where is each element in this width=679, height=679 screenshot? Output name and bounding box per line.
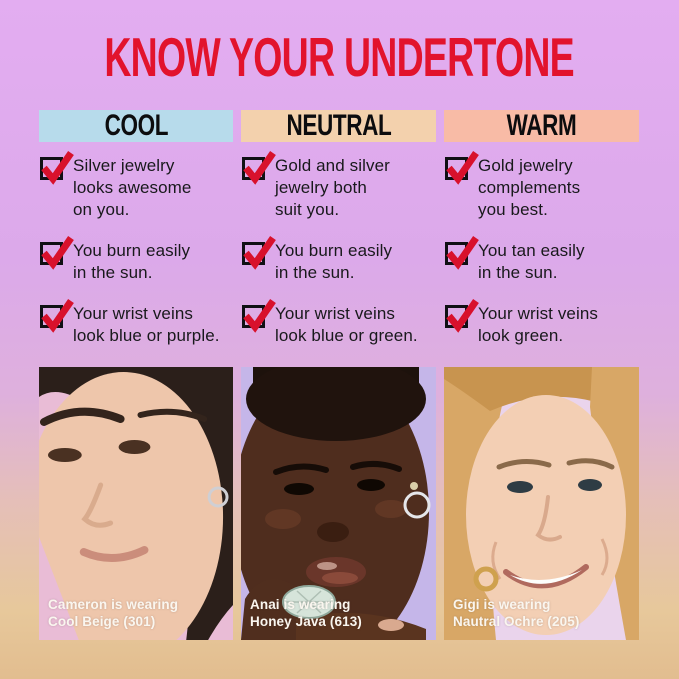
silver-hoop-earring: [403, 491, 431, 519]
checkbox-checked-icon: [445, 236, 479, 270]
checkbox-checked-icon: [242, 236, 276, 270]
checklist-item: You burn easily in the sun.: [242, 236, 436, 284]
silver-hoop-earring: [207, 486, 229, 508]
checkbox-checked-icon: [40, 151, 74, 185]
checklist-item-text: Your wrist veins look blue or green.: [275, 304, 418, 345]
checklist-item: You tan easily in the sun.: [445, 236, 639, 284]
columns-grid: COOL Silver jewelry looks awesome on you…: [39, 109, 639, 640]
photo-caption-cool: Cameron is wearing Cool Beige (301): [48, 597, 179, 629]
checklist-item: Silver jewelry looks awesome on you.: [40, 151, 233, 221]
photo-caption-neutral: Anai is wearing Honey Java (613): [250, 597, 362, 629]
column-warm: WARM Gold jewelry complements you best. …: [444, 109, 639, 640]
column-header-warm: WARM: [444, 109, 639, 142]
model-photo-neutral-illustration: [241, 367, 436, 640]
column-header-cool-label: COOL: [104, 109, 168, 142]
column-header-warm-label: WARM: [506, 109, 577, 142]
checklist-warm: Gold jewelry complements you best. You t…: [444, 142, 639, 367]
checklist-item-text: You tan easily in the sun.: [478, 241, 585, 282]
checklist-item-text: Your wrist veins look blue or purple.: [73, 304, 220, 345]
checkbox-checked-icon: [242, 151, 276, 185]
checklist-item-text: You burn easily in the sun.: [275, 241, 393, 282]
model-photo-neutral: Anai is wearing Honey Java (613): [241, 367, 436, 640]
page-title: KNOW YOUR UNDERTONE: [0, 27, 679, 89]
checklist-item-text: Your wrist veins look green.: [478, 304, 599, 345]
checkbox-checked-icon: [242, 299, 276, 333]
checklist-item-text: Gold jewelry complements you best.: [478, 156, 581, 219]
model-photo-cool: Cameron is wearing Cool Beige (301): [39, 367, 233, 640]
photo-caption-warm: Gigi is wearing Nautral Ochre (205): [453, 597, 580, 629]
column-header-neutral: NEUTRAL: [241, 109, 436, 142]
model-photo-warm: Gigi is wearing Nautral Ochre (205): [444, 367, 639, 640]
checklist-item: Gold jewelry complements you best.: [445, 151, 639, 221]
model-photo-warm-illustration: [444, 367, 639, 640]
checkbox-checked-icon: [40, 236, 74, 270]
checklist-item-text: Silver jewelry looks awesome on you.: [73, 156, 192, 219]
model-photo-cool-illustration: [39, 367, 233, 640]
checklist-item: Your wrist veins look green.: [445, 299, 639, 347]
checklist-item: Gold and silver jewelry both suit you.: [242, 151, 436, 221]
column-header-neutral-label: NEUTRAL: [286, 109, 391, 142]
checklist-item-text: You burn easily in the sun.: [73, 241, 191, 282]
checklist-item: Your wrist veins look blue or green.: [242, 299, 436, 347]
checkbox-checked-icon: [445, 151, 479, 185]
checkbox-checked-icon: [445, 299, 479, 333]
column-header-cool: COOL: [39, 109, 233, 142]
checklist-item: You burn easily in the sun.: [40, 236, 233, 284]
column-neutral: NEUTRAL Gold and silver jewelry both sui…: [241, 109, 436, 640]
gold-hoop-earring: [473, 566, 499, 592]
checklist-item-text: Gold and silver jewelry both suit you.: [275, 156, 390, 219]
checkbox-checked-icon: [40, 299, 74, 333]
page-title-text: KNOW YOUR UNDERTONE: [104, 27, 575, 89]
checklist-cool: Silver jewelry looks awesome on you. You…: [39, 142, 233, 367]
checklist-neutral: Gold and silver jewelry both suit you. Y…: [241, 142, 436, 367]
checklist-item: Your wrist veins look blue or purple.: [40, 299, 233, 347]
column-cool: COOL Silver jewelry looks awesome on you…: [39, 109, 233, 640]
